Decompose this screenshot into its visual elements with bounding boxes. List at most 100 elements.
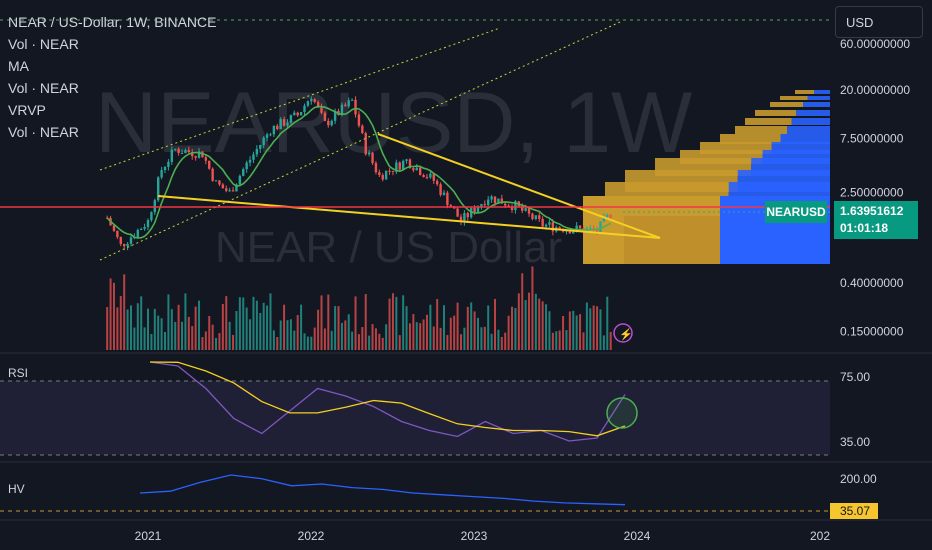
volume-bar (167, 294, 170, 350)
candle-body (139, 228, 143, 230)
volume-bar (109, 278, 112, 350)
candle-body (487, 199, 490, 206)
candle-body (548, 222, 551, 225)
volume-bar (187, 316, 190, 350)
hv-tick-label: 200.00 (840, 472, 877, 486)
rsi-pane-label[interactable]: RSI (8, 366, 29, 380)
candle-body (259, 145, 262, 149)
candle-body (177, 148, 180, 154)
candle-body (279, 119, 282, 130)
indicator-vrvp[interactable]: VRVP (8, 102, 46, 118)
price-badge: 1.63951612 01:01:18 (834, 201, 918, 239)
candle-body (350, 99, 354, 101)
volume-bar (412, 314, 415, 350)
candle-body (252, 154, 255, 160)
volume-bar (596, 306, 599, 350)
candle-body (415, 167, 418, 171)
rsi-highlight-circle (606, 397, 638, 429)
volume-bar (170, 309, 173, 350)
chart-title[interactable]: NEAR / US-Dollar, 1W, BINANCE (8, 14, 217, 30)
candle-body (235, 184, 238, 192)
volume-bar (164, 332, 167, 350)
candle-body (208, 160, 211, 169)
volume-bar (296, 315, 299, 350)
volume-bar (181, 321, 184, 350)
candle-body (214, 180, 218, 182)
volume-bar (490, 333, 493, 350)
volume-bar (408, 323, 411, 350)
volume-bar (473, 311, 476, 350)
volume-bar (572, 310, 575, 350)
candle-body (180, 153, 184, 155)
candle-body (197, 151, 201, 158)
volume-bar (439, 327, 442, 350)
candle-body (310, 99, 313, 102)
candle-body (170, 149, 174, 162)
volume-bar (204, 331, 207, 350)
indicator-vol-2[interactable]: Vol · NEAR (8, 80, 79, 96)
vrvp-bar (735, 126, 788, 134)
vrvp-bar (720, 134, 781, 144)
price-tick-label-partial: 60.00000000 (840, 37, 910, 51)
volume-bar (136, 303, 139, 350)
volume-bar (494, 298, 497, 350)
candle-body (129, 237, 133, 244)
candle-body (157, 177, 160, 201)
indicator-vol-3[interactable]: Vol · NEAR (8, 124, 79, 140)
indicator-ma[interactable]: MA (8, 58, 29, 74)
candle-body (323, 112, 327, 121)
volume-bar (320, 295, 323, 350)
volume-bar (589, 308, 592, 350)
candle-body (483, 204, 487, 206)
rsi-ma-line (149, 361, 626, 437)
indicator-vol-1[interactable]: Vol · NEAR (8, 36, 79, 52)
volume-bar (310, 336, 313, 350)
candle-body (422, 174, 425, 178)
candle-body (480, 204, 483, 208)
currency-button[interactable]: USD (835, 6, 923, 38)
volume-bar (255, 300, 258, 350)
candle-body (595, 229, 599, 233)
candle-body (473, 208, 476, 213)
volume-bar (436, 299, 439, 350)
volume-bar (286, 320, 289, 350)
candle-body (255, 148, 259, 155)
volume-bar (198, 300, 201, 350)
lightning-glyph: ⚡ (619, 328, 633, 341)
volume-bar (599, 309, 602, 350)
price-tick-label: 7.50000000 (840, 131, 904, 145)
candle-body (347, 100, 350, 107)
volume-bar (422, 319, 425, 350)
candle-body (504, 203, 507, 206)
hv-pane-label[interactable]: HV (8, 482, 25, 496)
volume-bar (106, 307, 109, 350)
candle-body (459, 216, 463, 222)
vrvp-bar (745, 118, 792, 125)
volume-bar (238, 297, 241, 350)
candle-body (490, 196, 493, 200)
vrvp-bar (770, 102, 803, 107)
volume-bar (272, 330, 275, 350)
lightning-icon (613, 323, 633, 343)
candle-body (541, 218, 544, 227)
candle-body (449, 205, 452, 208)
volume-bar (160, 318, 163, 350)
candle-body (174, 148, 177, 150)
time-axis-label: 2022 (298, 529, 325, 543)
candle-body (313, 99, 316, 103)
volume-bar (306, 336, 309, 350)
candle-body (238, 175, 242, 185)
volume-bar (551, 332, 554, 350)
candle-body (242, 169, 245, 176)
volume-bar (483, 326, 486, 350)
candle-body (126, 243, 129, 247)
volume-bar (337, 306, 340, 350)
volume-bar (221, 303, 224, 350)
hv-value-label: 35.07 (840, 504, 870, 518)
volume-bar (568, 311, 571, 350)
volume-bar (327, 294, 330, 350)
volume-bar (432, 326, 435, 350)
volume-bar (579, 314, 582, 350)
candle-body (282, 119, 286, 126)
